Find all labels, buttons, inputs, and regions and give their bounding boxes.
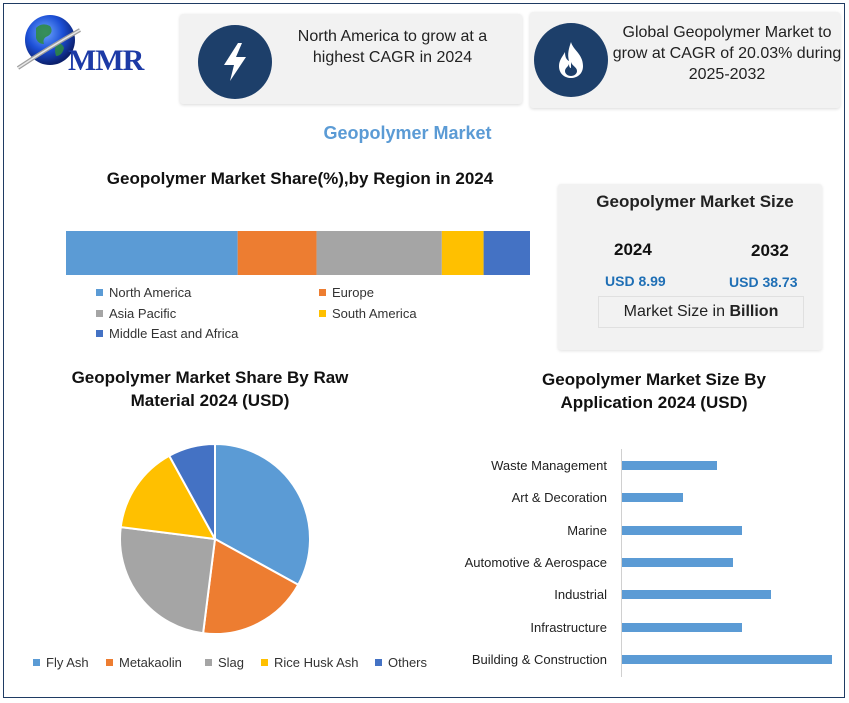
bar-industrial [622,590,772,600]
legend-item-metakaolin: Metakaolin [106,655,182,670]
region-segment-europe [237,231,317,275]
market-size-unit: Market Size in Billion [598,296,804,328]
raw-material-pie-chart [119,442,311,635]
highlight-card-cagr: Global Geopolymer Market to grow at CAGR… [530,12,842,108]
bar-automotive-and-aerospace [622,557,734,567]
bar-infrastructure [622,622,742,632]
application-chart-title: Geopolymer Market Size By Application 20… [542,370,766,412]
legend-swatch [96,310,103,317]
legend-label: Asia Pacific [109,306,177,321]
category-label-marine: Marine [567,522,607,538]
legend-swatch [96,330,103,337]
value-2024: USD 8.99 [605,273,666,289]
legend-swatch [375,659,382,666]
legend-item-asia-pacific: Asia Pacific [96,306,176,321]
lightning-bolt-icon [198,25,272,99]
category-label-industrial: Industrial [554,587,607,603]
bar-art-and-decoration [622,493,683,503]
unit-prefix: Market Size in [623,303,730,320]
year-2024: 2024 [614,240,652,259]
flame-icon [534,23,608,97]
pie-slice-fly-ash [214,442,311,587]
category-label-infrastructure: Infrastructure [530,619,607,635]
region-segment-south-america [441,231,484,275]
bar-building-and-construction [622,654,832,664]
legend-item-north-america: North America [96,285,191,300]
legend-label: Middle East and Africa [109,326,239,341]
legend-label: Others [388,655,428,670]
legend-swatch [261,659,268,666]
legend-label: Metakaolin [119,655,182,670]
category-label-building-and-construction: Building & Construction [471,651,607,667]
legend-swatch [96,289,103,296]
bar-marine [622,525,742,535]
legend-swatch [33,659,40,666]
legend-item-middle-east-and-africa: Middle East and Africa [96,326,238,341]
pie-slice-rice-husk-ash [119,454,217,541]
pie-slice-slag [119,525,217,635]
legend-label: Fly Ash [46,655,89,670]
unit-bold: Billion [729,303,779,320]
category-label-art-and-decoration: Art & Decoration [511,490,607,506]
legend-label: Rice Husk Ash [274,655,359,670]
page-title: Geopolymer Market [323,123,492,143]
region-segment-middle-east-and-africa [483,231,530,275]
category-label-waste-management: Waste Management [491,458,607,473]
legend-label: South America [332,306,417,321]
highlight-card-north-america: North America to grow at a highest CAGR … [180,14,522,104]
value-2032: USD 38.73 [729,274,798,290]
legend-swatch [319,289,326,296]
legend-item-slag: Slag [205,655,244,670]
highlight-text: Global Geopolymer Market to grow at CAGR… [612,24,842,83]
logo-text: MMR [68,44,144,77]
raw-material-chart-title: Geopolymer Market Share By Raw Material … [71,368,349,410]
market-size-title: Geopolymer Market Size [596,192,794,211]
legend-item-rice-husk-ash: Rice Husk Ash [261,655,359,670]
infographic-frame [3,3,845,698]
legend-swatch [319,310,326,317]
category-label-automotive-and-aerospace: Automotive & Aerospace [464,554,607,570]
region-segment-north-america [66,231,238,275]
year-2032: 2032 [751,241,789,260]
highlight-text: North America to grow at a highest CAGR … [297,28,488,66]
market-size-card: Geopolymer Market Size 2024 2032 USD 8.9… [558,184,822,350]
legend-item-others: Others [375,655,427,670]
region-chart-title: Geopolymer Market Share(%),by Region in … [106,169,494,188]
legend-swatch [205,659,212,666]
legend-item-europe: Europe [319,285,374,300]
pie-slice-others [167,442,216,540]
region-share-stacked-bar [66,231,530,275]
legend-label: Europe [332,285,374,300]
legend-label: Slag [218,655,245,670]
legend-label: North America [109,285,192,300]
legend-swatch [106,659,113,666]
bar-waste-management [622,461,717,470]
mmr-logo: MMR [14,10,154,82]
region-segment-asia-pacific [316,231,442,275]
category-axis-line [621,449,622,677]
pie-slice-metakaolin [201,537,300,635]
legend-item-south-america: South America [319,306,417,321]
legend-item-fly-ash: Fly Ash [33,655,89,670]
globe-icon [16,15,81,70]
